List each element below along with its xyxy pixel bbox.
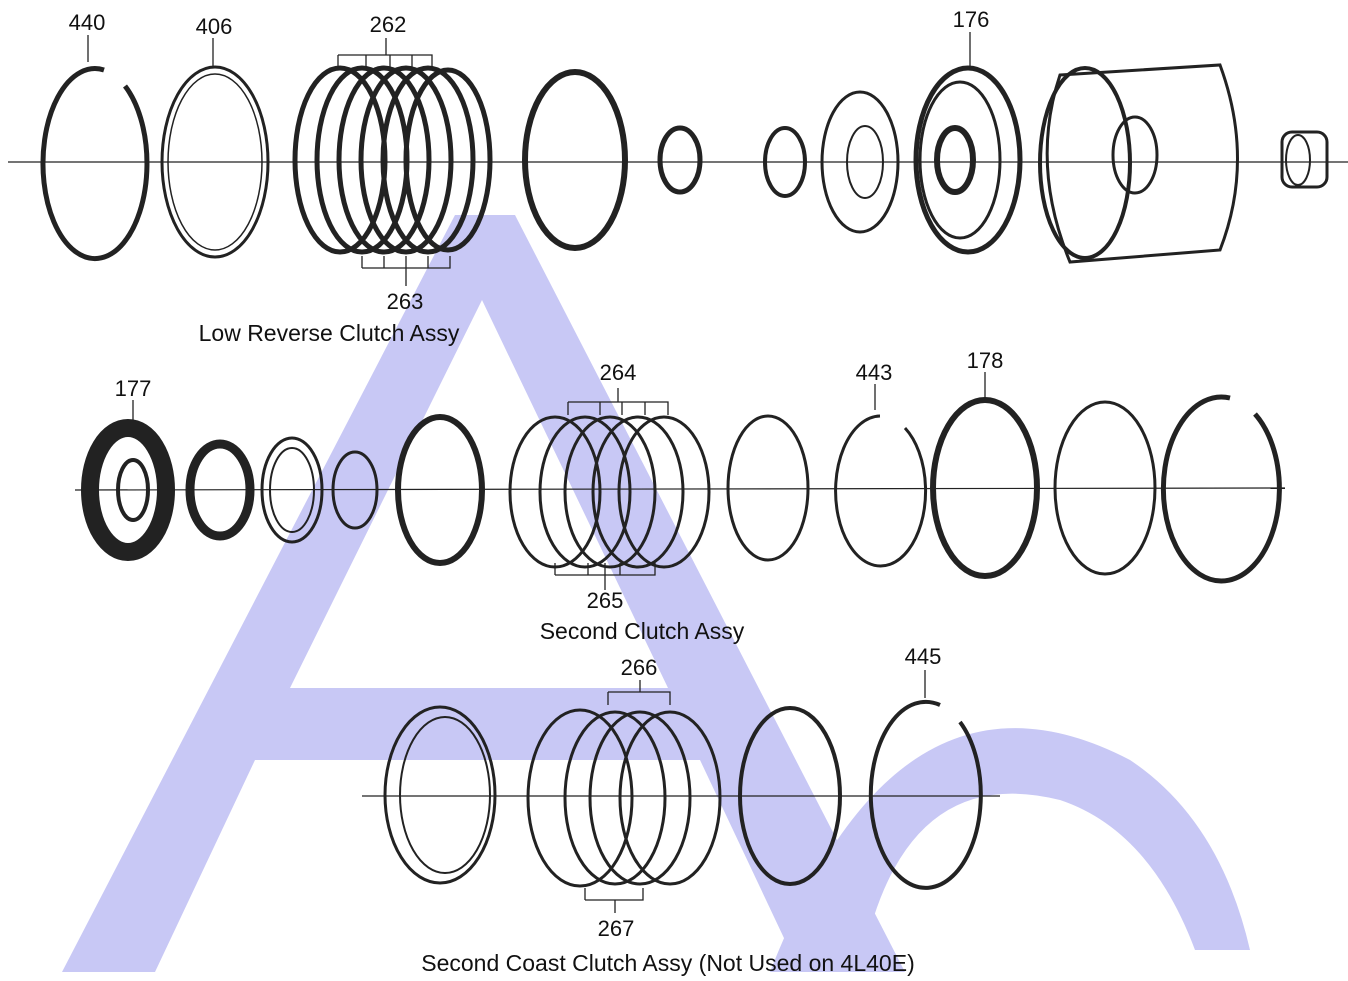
label-264: 264 — [600, 360, 637, 385]
wave-plate-row2 — [1053, 400, 1157, 576]
clutch-plate-row2 — [726, 414, 810, 562]
piston-176 — [913, 32, 1023, 255]
label-440: 440 — [69, 10, 106, 35]
clutch-pack-264-265 — [508, 388, 711, 590]
snap-ring-445 — [868, 670, 983, 890]
row-second-clutch: 177 264 265 443 178 Second Clutch Assy — [74, 348, 1286, 644]
row-low-reverse-clutch: 440 406 262 263 176 Low Reverse Clutch A… — [8, 7, 1348, 346]
large-snap-ring-row2 — [1160, 394, 1282, 584]
label-267: 267 — [598, 916, 635, 941]
thrust-washer — [657, 125, 703, 195]
snap-ring-443 — [834, 384, 928, 568]
row-second-coast-clutch: 266 267 445 Second Coast Clutch Assy (No… — [362, 644, 1000, 976]
watermark-logo — [62, 215, 1250, 972]
caption-low-reverse-clutch: Low Reverse Clutch Assy — [199, 320, 460, 346]
backing-plate-178 — [930, 372, 1040, 579]
caption-second-clutch: Second Clutch Assy — [540, 618, 745, 644]
clutch-pack-266-267 — [526, 680, 722, 913]
needle-bearing — [1280, 130, 1329, 189]
retainer-ring — [260, 436, 324, 544]
clutch-pack-262-263 — [292, 38, 493, 286]
label-445: 445 — [905, 644, 942, 669]
clutch-housing — [1038, 63, 1239, 264]
caption-second-coast-clutch: Second Coast Clutch Assy (Not Used on 4L… — [421, 950, 914, 976]
label-177: 177 — [115, 376, 152, 401]
label-265: 265 — [587, 588, 624, 613]
small-snap-ring-row2 — [331, 450, 379, 530]
apply-plate — [395, 414, 485, 566]
label-266: 266 — [621, 655, 658, 680]
clutch-hub — [383, 705, 497, 885]
piston-177 — [81, 400, 175, 561]
label-443: 443 — [856, 360, 893, 385]
small-snap-ring — [763, 126, 807, 198]
label-178: 178 — [967, 348, 1004, 373]
backing-plate-406 — [160, 38, 270, 259]
return-spring-plate — [820, 90, 900, 234]
label-406: 406 — [196, 14, 233, 39]
label-176: 176 — [953, 7, 990, 32]
label-263: 263 — [387, 289, 424, 314]
clutch-plate-row3 — [738, 706, 842, 886]
reaction-plate — [522, 69, 628, 251]
label-262: 262 — [370, 12, 407, 37]
spring-assembly — [185, 439, 255, 541]
snap-ring-440 — [40, 35, 150, 262]
